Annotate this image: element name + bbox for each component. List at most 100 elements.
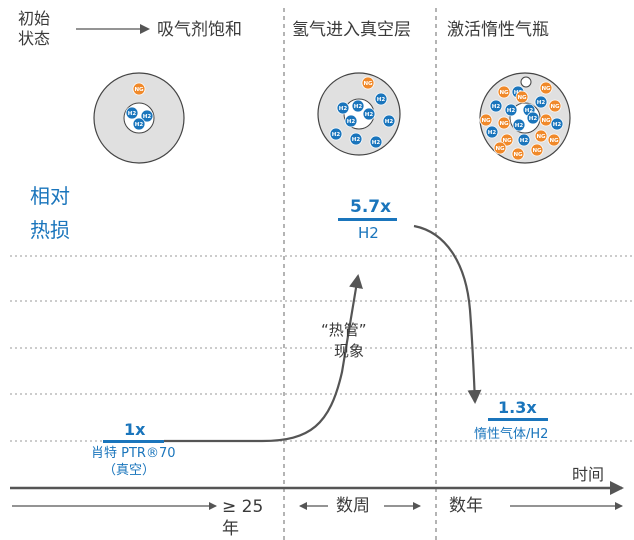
- hydrogen-label: H2: [525, 108, 534, 114]
- y-axis-label-1: 相对: [30, 184, 70, 208]
- hydrogen-molecule: [374, 92, 388, 106]
- hydrogen-label: H2: [347, 119, 356, 125]
- noble-gas-label: NG: [481, 118, 491, 124]
- baseline-label-1: 肖特 PTR®70: [91, 446, 176, 461]
- peak-bar: [338, 218, 397, 221]
- hydrogen-molecule: [382, 114, 396, 128]
- peak-value: 5.7x: [350, 197, 392, 217]
- hydrogen-label: H2: [135, 122, 144, 128]
- noble-gas-label: NG: [134, 87, 144, 93]
- noble-gas-label: NG: [495, 146, 505, 152]
- time-axis-label: 时间: [572, 465, 605, 484]
- noble-gas-molecule: [547, 133, 561, 147]
- final-value: 1.3x: [498, 398, 537, 417]
- hydrogen-molecule: [125, 106, 139, 120]
- noble-gas-label: NG: [550, 104, 560, 110]
- baseline-value: 1x: [124, 420, 146, 439]
- heat-pipe-annotation-2: 现象: [334, 342, 365, 360]
- stage2-title: 氢气进入真空层: [292, 20, 411, 40]
- final-bar: [488, 418, 548, 421]
- noble-gas-label: NG: [513, 152, 523, 158]
- noble-gas-molecule: [479, 113, 493, 127]
- noble-gas-label: NG: [549, 138, 559, 144]
- hydrogen-label: H2: [488, 130, 497, 136]
- hydrogen-label: H2: [385, 119, 394, 125]
- hydrogen-label: H2: [332, 132, 341, 138]
- hydrogen-molecule: [550, 117, 564, 131]
- heat-pipe-annotation-1: “热管”: [321, 321, 367, 339]
- hydrogen-molecule: [344, 114, 358, 128]
- hydrogen-label: H2: [339, 106, 348, 112]
- hydrogen-molecule: [369, 135, 383, 149]
- final-label: 惰性气体/H2: [474, 427, 549, 442]
- hydrogen-molecule: [349, 132, 363, 146]
- period1-unit: 年: [222, 519, 239, 539]
- hydrogen-molecule: [526, 111, 540, 125]
- hydrogen-molecule: [512, 118, 526, 132]
- noble-gas-bottle-icon: [520, 76, 532, 88]
- noble-gas-label: NG: [517, 95, 527, 101]
- noble-gas-molecule: [497, 116, 511, 130]
- noble-gas-molecule: [548, 99, 562, 113]
- hydrogen-molecule: [329, 127, 343, 141]
- hydrogen-label: H2: [128, 111, 137, 117]
- hydrogen-label: H2: [537, 100, 546, 106]
- hydrogen-molecule: [534, 95, 548, 109]
- hydrogen-molecule: [517, 133, 531, 147]
- noble-gas-label: NG: [536, 134, 546, 140]
- noble-gas-molecule: [497, 85, 511, 99]
- noble-gas-molecule: [515, 90, 529, 104]
- noble-gas-molecule: [500, 133, 514, 147]
- hydrogen-molecule: [132, 117, 146, 131]
- hydrogen-label: H2: [354, 104, 363, 110]
- noble-gas-label: NG: [532, 148, 542, 154]
- noble-gas-label: NG: [499, 121, 509, 127]
- initial-state-label-2: 状态: [18, 29, 51, 48]
- noble-gas-molecule: [511, 147, 525, 161]
- noble-gas-molecule: [493, 141, 507, 155]
- gridlines: [10, 255, 634, 442]
- period2-label: 数周: [336, 496, 370, 516]
- hydrogen-molecule: [362, 107, 376, 121]
- hydrogen-label: H2: [143, 114, 152, 120]
- hydrogen-molecule: [351, 99, 365, 113]
- baseline-label-2: （真空）: [103, 463, 156, 478]
- initial-state-label-1: 初始: [18, 9, 51, 28]
- noble-gas-molecule: [530, 143, 544, 157]
- period1-value: ≥ 25: [222, 497, 264, 517]
- hydrogen-molecule: [140, 109, 154, 123]
- period3-label: 数年: [449, 496, 483, 516]
- heat-loss-drop-curve: [413, 224, 482, 404]
- noble-gas-label: NG: [499, 90, 509, 96]
- hydrogen-label: H2: [507, 108, 516, 114]
- noble-gas-molecule: [132, 82, 146, 96]
- stage3-title: 激活惰性气瓶: [447, 20, 549, 40]
- noble-gas-label: NG: [363, 81, 373, 87]
- hydrogen-label: H2: [529, 116, 538, 122]
- hydrogen-molecule: [336, 101, 350, 115]
- hydrogen-label: H2: [377, 97, 386, 103]
- stage-dividers: [283, 8, 437, 540]
- hydrogen-label: H2: [365, 112, 374, 118]
- hydrogen-molecule: [485, 125, 499, 139]
- hydrogen-label: H2: [372, 140, 381, 146]
- noble-gas-molecule: [539, 81, 553, 95]
- hydrogen-label: H2: [520, 138, 529, 144]
- hydrogen-label: H2: [553, 122, 562, 128]
- stage1-title: 吸气剂饱和: [157, 20, 242, 40]
- hydrogen-label: H2: [352, 137, 361, 143]
- hydrogen-label: H2: [492, 104, 501, 110]
- heat-pipe-rise-curve: [164, 274, 363, 443]
- baseline-bar: [103, 440, 164, 443]
- noble-gas-molecule: [539, 113, 553, 127]
- noble-gas-molecule: [534, 129, 548, 143]
- noble-gas-molecule: [361, 76, 375, 90]
- noble-gas-label: NG: [502, 138, 512, 144]
- noble-gas-label: NG: [541, 86, 551, 92]
- y-axis-label-2: 热损: [30, 218, 70, 242]
- molecules: NGH2H2H2NGH2H2H2H2H2H2H2H2H2NGH2NGH2H2H2…: [125, 76, 564, 161]
- hydrogen-label: H2: [515, 123, 524, 129]
- peak-label: H2: [358, 224, 379, 242]
- hydrogen-molecule: [489, 99, 503, 113]
